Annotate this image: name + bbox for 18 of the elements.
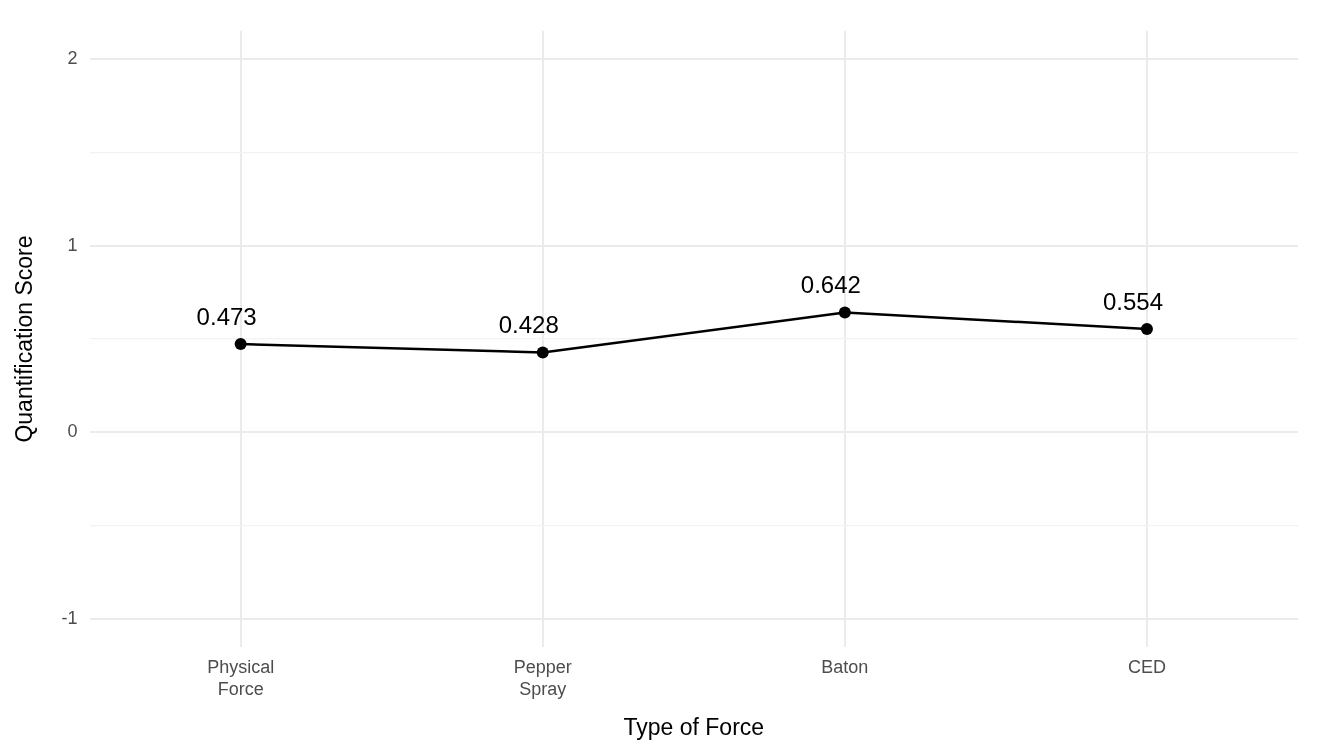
x-axis-title: Type of Force (623, 713, 765, 740)
x-tick-label: Baton (821, 656, 869, 677)
data-label: 0.428 (498, 311, 559, 339)
point (536, 346, 549, 359)
point (1140, 322, 1153, 335)
y-tick-label: -1 (61, 608, 78, 629)
x-tick-label: CED (1127, 656, 1166, 677)
data-label: 0.473 (196, 302, 257, 330)
x-tick-label: Pepper Spray (513, 656, 572, 699)
y-tick-label: 1 (67, 234, 78, 255)
y-tick-label: 0 (67, 421, 78, 442)
x-tick-label: Physical Force (207, 656, 275, 699)
y-axis-title: Quantification Score (11, 235, 38, 443)
data-label: 0.642 (800, 271, 861, 299)
y-tick-label: 2 (67, 47, 78, 68)
point (838, 306, 851, 319)
point (234, 338, 247, 351)
data-label: 0.554 (1102, 287, 1163, 315)
